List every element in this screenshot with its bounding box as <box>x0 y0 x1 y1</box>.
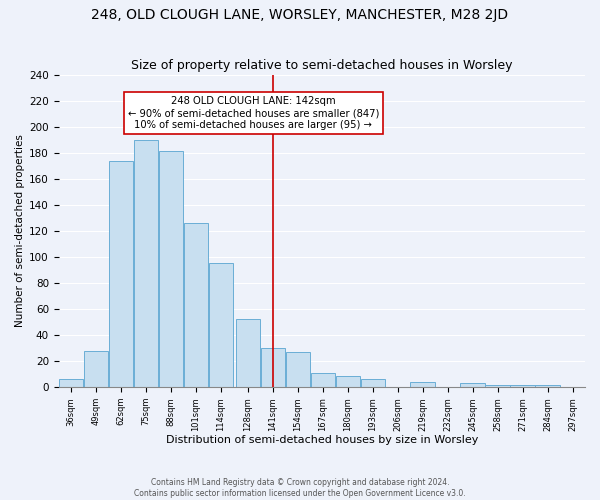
Bar <box>109 160 133 387</box>
Bar <box>511 384 535 387</box>
X-axis label: Distribution of semi-detached houses by size in Worsley: Distribution of semi-detached houses by … <box>166 435 478 445</box>
Text: Contains HM Land Registry data © Crown copyright and database right 2024.
Contai: Contains HM Land Registry data © Crown c… <box>134 478 466 498</box>
Bar <box>311 373 335 387</box>
Bar <box>236 320 260 387</box>
Bar <box>159 152 183 387</box>
Bar <box>134 140 158 387</box>
Y-axis label: Number of semi-detached properties: Number of semi-detached properties <box>15 134 25 328</box>
Bar <box>410 382 435 387</box>
Bar <box>59 380 83 387</box>
Text: 248 OLD CLOUGH LANE: 142sqm
← 90% of semi-detached houses are smaller (847)
10% : 248 OLD CLOUGH LANE: 142sqm ← 90% of sem… <box>128 96 379 130</box>
Title: Size of property relative to semi-detached houses in Worsley: Size of property relative to semi-detach… <box>131 59 512 72</box>
Text: 248, OLD CLOUGH LANE, WORSLEY, MANCHESTER, M28 2JD: 248, OLD CLOUGH LANE, WORSLEY, MANCHESTE… <box>91 8 509 22</box>
Bar <box>335 376 360 387</box>
Bar <box>361 380 385 387</box>
Bar <box>286 352 310 387</box>
Bar <box>260 348 285 387</box>
Bar <box>209 264 233 387</box>
Bar <box>535 384 560 387</box>
Bar <box>460 384 485 387</box>
Bar <box>184 223 208 387</box>
Bar <box>84 351 108 387</box>
Bar <box>485 384 510 387</box>
